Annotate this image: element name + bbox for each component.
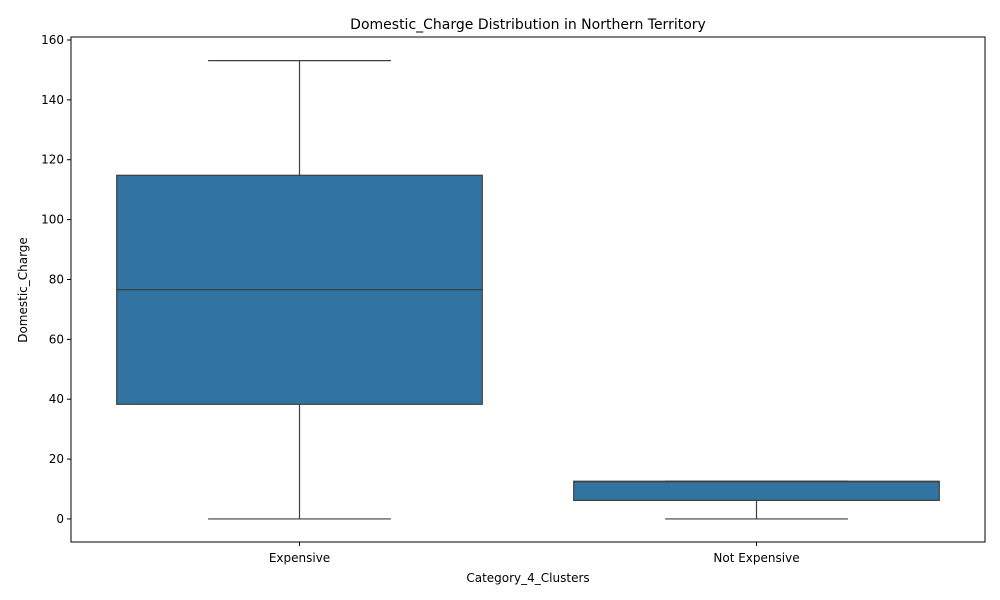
y-tick-label: 140 [41,93,64,107]
y-axis: 0 20 40 60 80 100 120 140 160 [41,33,71,526]
y-tick-label: 20 [49,452,64,466]
y-tick-label: 120 [41,153,64,167]
y-tick-label: 60 [49,332,64,346]
y-tick-label: 40 [49,392,64,406]
box-iqr [573,480,940,501]
y-tick-label: 80 [49,272,64,286]
x-tick-label: Expensive [269,551,330,565]
x-tick-label: Not Expensive [713,551,799,565]
y-axis-title: Domestic_Charge [16,237,30,343]
box-group-1 [573,480,940,520]
chart-title: Domestic_Charge Distribution in Northern… [350,17,706,33]
plot-area [116,60,940,520]
plot-frame [70,36,986,543]
y-tick-label: 100 [41,213,64,227]
x-axis: Expensive Not Expensive [269,542,800,565]
y-tick-label: 0 [56,512,64,526]
y-tick-label: 160 [41,33,64,47]
box-group-0 [116,60,483,520]
x-axis-title: Category_4_Clusters [466,571,589,585]
